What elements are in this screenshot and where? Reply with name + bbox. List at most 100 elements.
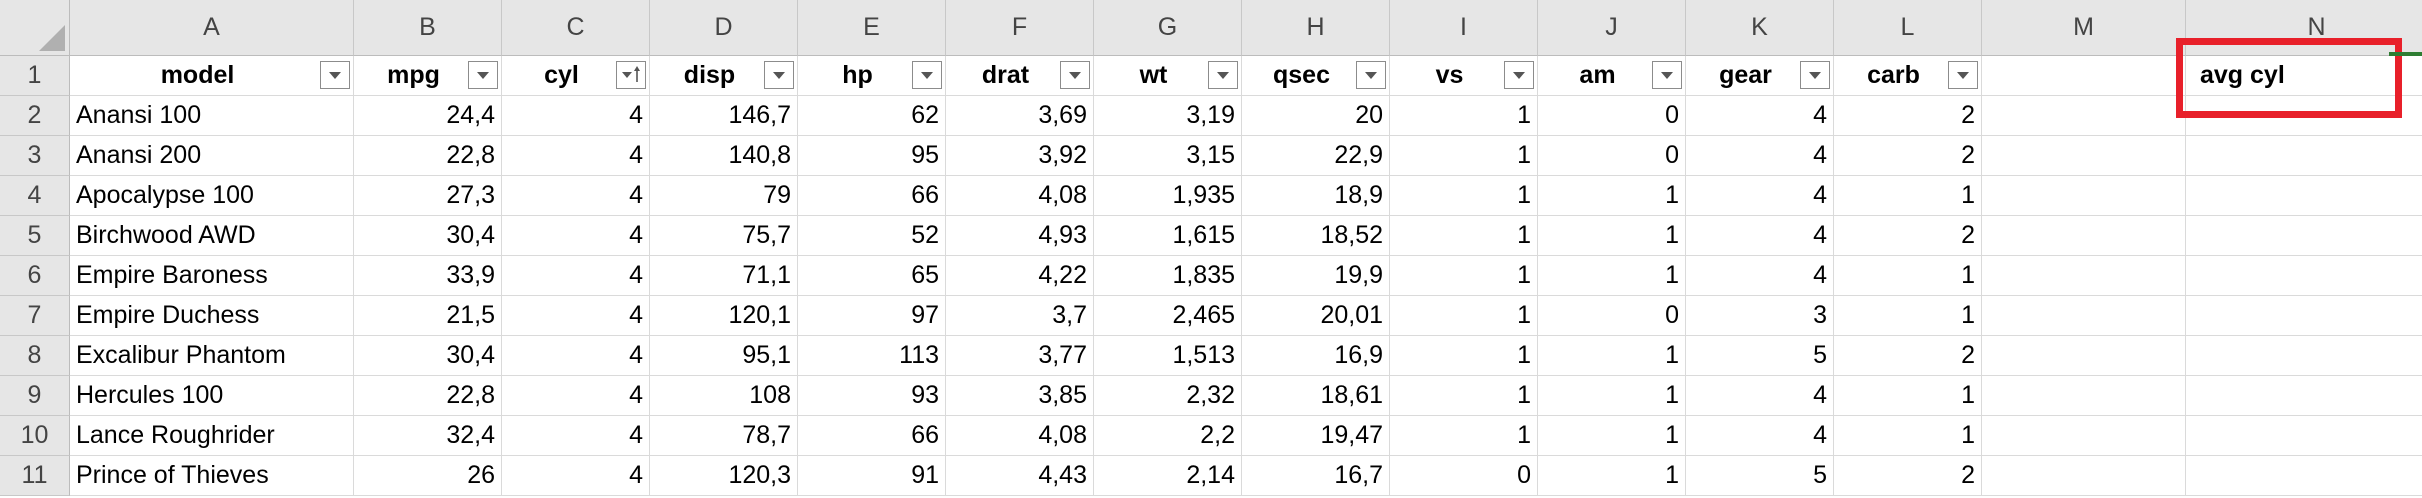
data-cell-qsec[interactable]: 20,01	[1242, 296, 1390, 336]
filter-button-vs[interactable]	[1504, 61, 1534, 89]
data-cell-wt[interactable]: 2,14	[1094, 456, 1242, 496]
data-cell-hp[interactable]: 91	[798, 456, 946, 496]
data-cell-mpg[interactable]: 30,4	[354, 216, 502, 256]
row-header-7[interactable]: 7	[0, 296, 70, 336]
empty-cell[interactable]	[2186, 456, 2422, 496]
header-cell-wt[interactable]: wt	[1094, 56, 1242, 96]
data-cell-qsec[interactable]: 16,9	[1242, 336, 1390, 376]
filter-button-mpg[interactable]	[468, 61, 498, 89]
data-cell-mpg[interactable]: 21,5	[354, 296, 502, 336]
row-header-2[interactable]: 2	[0, 96, 70, 136]
data-cell-am[interactable]: 1	[1538, 176, 1686, 216]
data-cell-mpg[interactable]: 30,4	[354, 336, 502, 376]
data-cell-carb[interactable]: 2	[1834, 336, 1982, 376]
empty-cell[interactable]	[2186, 416, 2422, 456]
data-cell-cyl[interactable]: 4	[502, 216, 650, 256]
data-cell-carb[interactable]: 1	[1834, 376, 1982, 416]
filter-button-cyl[interactable]	[616, 61, 646, 89]
data-cell-wt[interactable]: 1,513	[1094, 336, 1242, 376]
filter-button-qsec[interactable]	[1356, 61, 1386, 89]
data-cell-gear[interactable]: 4	[1686, 176, 1834, 216]
model-cell[interactable]: Apocalypse 100	[70, 176, 354, 216]
empty-cell[interactable]	[1982, 136, 2186, 176]
header-cell-vs[interactable]: vs	[1390, 56, 1538, 96]
data-cell-vs[interactable]: 1	[1390, 296, 1538, 336]
model-cell[interactable]: Anansi 100	[70, 96, 354, 136]
data-cell-carb[interactable]: 1	[1834, 416, 1982, 456]
data-cell-am[interactable]: 0	[1538, 296, 1686, 336]
filter-button-disp[interactable]	[764, 61, 794, 89]
empty-cell[interactable]	[2186, 256, 2422, 296]
data-cell-gear[interactable]: 4	[1686, 256, 1834, 296]
row-header-6[interactable]: 6	[0, 256, 70, 296]
data-cell-vs[interactable]: 1	[1390, 96, 1538, 136]
header-cell-mpg[interactable]: mpg	[354, 56, 502, 96]
header-cell-cyl[interactable]: cyl	[502, 56, 650, 96]
data-cell-wt[interactable]: 2,2	[1094, 416, 1242, 456]
data-cell-mpg[interactable]: 27,3	[354, 176, 502, 216]
column-header-c[interactable]: C	[502, 0, 650, 56]
data-cell-gear[interactable]: 5	[1686, 456, 1834, 496]
data-cell-wt[interactable]: 3,19	[1094, 96, 1242, 136]
model-cell[interactable]: Excalibur Phantom	[70, 336, 354, 376]
data-cell-gear[interactable]: 4	[1686, 136, 1834, 176]
data-cell-drat[interactable]: 3,92	[946, 136, 1094, 176]
data-cell-vs[interactable]: 1	[1390, 256, 1538, 296]
data-cell-disp[interactable]: 140,8	[650, 136, 798, 176]
data-cell-drat[interactable]: 3,77	[946, 336, 1094, 376]
column-header-m[interactable]: M	[1982, 0, 2186, 56]
data-cell-am[interactable]: 1	[1538, 416, 1686, 456]
data-cell-disp[interactable]: 79	[650, 176, 798, 216]
data-cell-hp[interactable]: 95	[798, 136, 946, 176]
data-cell-vs[interactable]: 1	[1390, 216, 1538, 256]
data-cell-hp[interactable]: 65	[798, 256, 946, 296]
data-cell-qsec[interactable]: 19,47	[1242, 416, 1390, 456]
model-cell[interactable]: Birchwood AWD	[70, 216, 354, 256]
data-cell-mpg[interactable]: 32,4	[354, 416, 502, 456]
data-cell-disp[interactable]: 75,7	[650, 216, 798, 256]
header-cell-disp[interactable]: disp	[650, 56, 798, 96]
model-cell[interactable]: Anansi 200	[70, 136, 354, 176]
cell-n1-avg-cyl[interactable]: avg cyl	[2186, 56, 2422, 96]
header-cell-model[interactable]: model	[70, 56, 354, 96]
filter-button-am[interactable]	[1652, 61, 1682, 89]
data-cell-gear[interactable]: 4	[1686, 416, 1834, 456]
empty-cell[interactable]	[1982, 376, 2186, 416]
row-header-10[interactable]: 10	[0, 416, 70, 456]
data-cell-cyl[interactable]: 4	[502, 456, 650, 496]
header-cell-gear[interactable]: gear	[1686, 56, 1834, 96]
data-cell-cyl[interactable]: 4	[502, 136, 650, 176]
data-cell-drat[interactable]: 4,08	[946, 176, 1094, 216]
data-cell-carb[interactable]: 2	[1834, 136, 1982, 176]
data-cell-drat[interactable]: 4,43	[946, 456, 1094, 496]
data-cell-hp[interactable]: 66	[798, 416, 946, 456]
data-cell-disp[interactable]: 120,3	[650, 456, 798, 496]
empty-cell[interactable]	[1982, 336, 2186, 376]
data-cell-cyl[interactable]: 4	[502, 376, 650, 416]
data-cell-cyl[interactable]: 4	[502, 296, 650, 336]
model-cell[interactable]: Hercules 100	[70, 376, 354, 416]
data-cell-cyl[interactable]: 4	[502, 176, 650, 216]
data-cell-cyl[interactable]: 4	[502, 96, 650, 136]
data-cell-disp[interactable]: 120,1	[650, 296, 798, 336]
data-cell-am[interactable]: 1	[1538, 256, 1686, 296]
column-header-n[interactable]: N	[2186, 0, 2422, 56]
data-cell-cyl[interactable]: 4	[502, 336, 650, 376]
filter-button-carb[interactable]	[1948, 61, 1978, 89]
model-cell[interactable]: Prince of Thieves	[70, 456, 354, 496]
data-cell-wt[interactable]: 3,15	[1094, 136, 1242, 176]
data-cell-vs[interactable]: 1	[1390, 336, 1538, 376]
data-cell-qsec[interactable]: 22,9	[1242, 136, 1390, 176]
data-cell-vs[interactable]: 0	[1390, 456, 1538, 496]
data-cell-mpg[interactable]: 33,9	[354, 256, 502, 296]
empty-cell[interactable]	[2186, 336, 2422, 376]
data-cell-gear[interactable]: 3	[1686, 296, 1834, 336]
column-header-j[interactable]: J	[1538, 0, 1686, 56]
data-cell-cyl[interactable]: 4	[502, 416, 650, 456]
data-cell-mpg[interactable]: 22,8	[354, 376, 502, 416]
data-cell-am[interactable]: 1	[1538, 336, 1686, 376]
data-cell-gear[interactable]: 5	[1686, 336, 1834, 376]
empty-cell[interactable]	[2186, 216, 2422, 256]
data-cell-mpg[interactable]: 24,4	[354, 96, 502, 136]
data-cell-disp[interactable]: 108	[650, 376, 798, 416]
